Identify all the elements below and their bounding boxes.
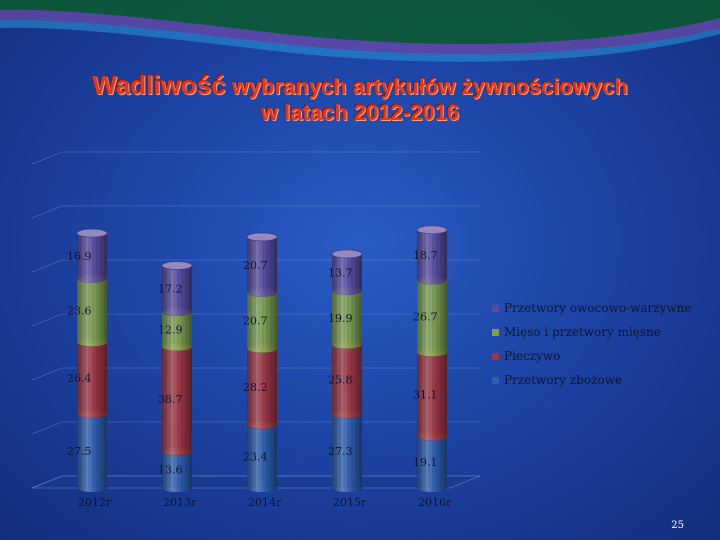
bar-cap [416,225,448,235]
legend-label: Przetwory owocowo-warzywne [504,301,692,315]
data-label: 25.8 [328,373,353,386]
slide-subtitle: w latach 2012-2016 [260,100,460,125]
bar-cap [161,261,193,270]
bar-stack: 13.6 38.7 12.9 17.2 [158,261,193,492]
bar-cap [246,232,278,242]
bar-segment [332,290,362,349]
bar-segment [77,413,107,492]
chart-legend: Przetwory owocowo-warzywne Mięso i przetw… [492,296,691,392]
bar-segment [77,233,107,283]
bar-segment [247,424,277,492]
slide-title-rest: wybranych artykułów żywnościowych [225,74,628,99]
data-label: 19.9 [328,312,353,325]
legend-label: Przetwory zbożowe [504,373,623,387]
legend-swatch [492,376,499,384]
bar-stack: 27.5 26.4 23.6 16.9 [67,228,108,492]
data-label: 26.7 [413,310,438,323]
page-number: 25 [671,520,684,531]
data-label: 28.2 [243,381,268,394]
legend-swatch [492,328,499,336]
bar-segment [247,292,277,353]
bar-segment [417,352,447,441]
legend-item: Mięso i przetwory mięsne [492,320,691,344]
bar-stack: 19.1 31.1 26.7 18.7 [413,225,448,492]
x-tick-label: 2013r [163,496,197,509]
bar-segment [332,253,362,295]
bar-segment [417,280,447,357]
slide-title-first-word: Wadliwość [92,70,226,100]
bar-segment [417,229,447,285]
decorative-swoosh [0,0,720,62]
data-label: 13.7 [328,266,353,279]
gridline [31,205,480,219]
bar-segment [417,436,447,492]
x-tick-label: 2014r [248,496,282,509]
legend-swatch [492,304,499,312]
legend-swatch [492,352,499,360]
data-label: 18.7 [413,249,438,262]
bar-segment [162,265,192,316]
data-label: 23.6 [67,305,92,318]
bar-segment [332,344,362,419]
bar-segment [162,311,192,351]
data-label: 20.7 [243,315,268,328]
bar-cap [331,249,363,259]
legend-item: Przetwory zbożowe [492,368,691,392]
data-label: 27.3 [328,445,353,458]
data-label: 23.4 [243,450,268,463]
legend-label: Mięso i przetwory mięsne [504,325,661,339]
bar-segment [162,451,192,492]
legend-item: Pieczywo [492,344,691,368]
chart-gridlines [31,151,481,489]
bar-segment [247,236,277,297]
bar-segment [247,348,277,429]
x-tick-label: 2015r [333,496,367,509]
x-tick-label: 2012r [78,496,112,509]
data-label: 12.9 [158,323,183,336]
data-label: 16.9 [67,250,92,263]
slide-title: Wadliwość wybranych artykułów żywnościow… [0,70,720,101]
gridline [31,151,480,165]
bar-segment [77,342,107,418]
data-label: 38.7 [158,393,183,406]
data-label: 26.4 [67,372,92,385]
x-tick-label: 2016r [418,496,452,509]
legend-item: Przetwory owocowo-warzywne [492,296,691,320]
bar-stack: 27.3 25.8 19.9 13.7 [328,249,363,492]
data-label: 31.1 [413,388,438,401]
bar-cap [76,228,108,238]
data-label: 19.1 [413,456,438,469]
bar-segment [332,414,362,492]
bar-stack: 23.4 28.2 20.7 20.7 [243,232,278,492]
data-label: 27.5 [67,445,92,458]
data-label: 20.7 [243,259,268,272]
legend-label: Pieczywo [504,349,561,363]
bar-segment [162,346,192,456]
data-label: 13.6 [158,464,183,477]
data-label: 17.2 [158,283,183,296]
bar-segment [77,278,107,347]
